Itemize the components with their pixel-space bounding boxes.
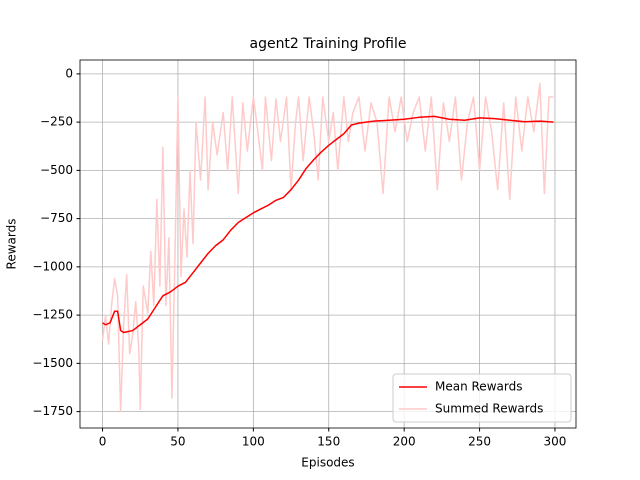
plot-area xyxy=(80,60,576,428)
y-tick-label: −500 xyxy=(40,163,73,177)
x-tick-label: 100 xyxy=(242,435,265,449)
x-tick-label: 300 xyxy=(544,435,567,449)
y-tick-label: 0 xyxy=(65,66,73,80)
y-tick-label: −750 xyxy=(40,211,73,225)
x-tick-label: 50 xyxy=(170,435,185,449)
x-axis-label: Episodes xyxy=(301,456,354,470)
y-axis-label: Rewards xyxy=(5,219,19,270)
chart-title: agent2 Training Profile xyxy=(249,36,406,52)
data-line xyxy=(102,115,554,334)
legend: Mean Rewards Summed Rewards xyxy=(392,373,572,423)
y-tick-label: −1000 xyxy=(32,259,73,273)
y-tick-label: −250 xyxy=(40,115,73,129)
x-tick-label: 250 xyxy=(468,435,491,449)
x-tick-label: 150 xyxy=(317,435,340,449)
y-tick-label: −1500 xyxy=(32,356,73,370)
legend-box xyxy=(392,373,572,423)
legend-label: Summed Rewards xyxy=(435,402,543,416)
x-tick-label: 200 xyxy=(393,435,416,449)
axes-frame xyxy=(79,59,577,429)
data-line xyxy=(101,82,554,413)
y-tick-label: −1250 xyxy=(32,308,73,322)
legend-label: Mean Rewards xyxy=(435,380,522,394)
y-tick-label: −1750 xyxy=(32,404,73,418)
x-tick-label: 0 xyxy=(99,435,107,449)
